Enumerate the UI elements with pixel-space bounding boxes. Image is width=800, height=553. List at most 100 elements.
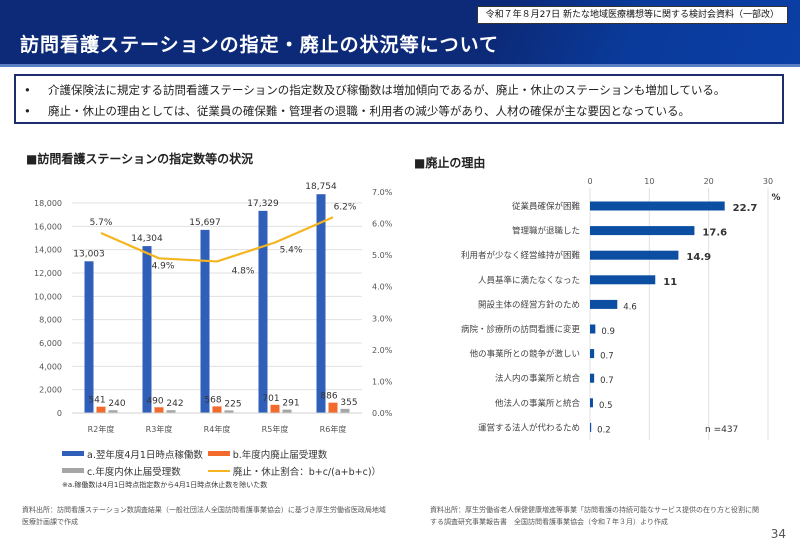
bar-b xyxy=(154,407,164,413)
reason-bar xyxy=(590,201,725,211)
data-label-b: 701 xyxy=(262,394,279,404)
ratio-label: 5.7% xyxy=(90,218,113,228)
reason-bar xyxy=(590,398,593,408)
data-label-b: 490 xyxy=(146,396,163,406)
category-label: 他法人の事業所と統合 xyxy=(495,398,581,409)
value-label: 0.7 xyxy=(600,352,614,362)
bullet-icon: • xyxy=(24,83,31,97)
x-tick-label: R6年度 xyxy=(320,424,347,434)
data-label-a: 17,329 xyxy=(247,199,279,209)
y2-tick-label: 5.0% xyxy=(372,251,393,260)
station-count-chart: 0 2,000 4,000 6,000 8,000 10,000 12,000 14,000 1… xyxy=(34,182,393,434)
y-tick-label: 10,000 xyxy=(34,292,62,301)
value-label: 4.6 xyxy=(623,302,637,312)
header-banner: 令和７年８月27日 新たな地域医療構想等に関する検討会資料（一部改） 訪問看護ス… xyxy=(0,0,800,64)
left-chart-legend: a.翌年度4月1日時点稼働数 b.年度内廃止届受理数 c.年度内休止届受理数 廃… xyxy=(62,445,402,490)
y2-tick-label: 2.0% xyxy=(372,346,393,355)
bar-c xyxy=(224,410,234,413)
left-footnote-line: 医療計画課で作成 xyxy=(22,518,78,526)
left-footnote: 資料出所：訪問看護ステーション数調査結果（一般社団法人全国訪問看護事業協会）に基… xyxy=(22,504,386,528)
y-tick-label: 0 xyxy=(57,409,62,418)
reason-bar xyxy=(590,373,595,383)
summary-item: • 廃止・休止の理由としては、従業員の確保難・管理者の退職・利用者の減少等があり… xyxy=(24,101,782,122)
y2-tick-label: 6.0% xyxy=(372,220,393,229)
bar-b xyxy=(270,404,280,413)
category-label: 開設主体の経営方針のため xyxy=(478,299,580,310)
data-label-c: 291 xyxy=(282,399,299,409)
legend-item-c: c.年度内休止届受理数 xyxy=(62,464,208,478)
data-label-c: 242 xyxy=(166,399,183,409)
closure-reasons-chart: 0 10 20 30% 従業員確保が困難 22.7 管理職が退職した 17.6 利用者が少なく経… xyxy=(461,177,781,440)
category-label: 運営する法人が代わるため xyxy=(478,422,580,433)
value-label: 0.7 xyxy=(600,376,614,386)
legend-item-a: a.翌年度4月1日時点稼働数 xyxy=(62,447,208,461)
value-label: 14.9 xyxy=(686,252,711,263)
source-tag: 令和７年８月27日 新たな地域医療構想等に関する検討会資料（一部改） xyxy=(476,6,788,24)
legend-item-b: b.年度内廃止届受理数 xyxy=(207,447,402,461)
x-tick-label: 30 xyxy=(763,177,773,186)
legend-item-ratio: 廃止・休止割合：b+c/(a+b+c)） xyxy=(207,464,402,478)
bar-b xyxy=(328,402,338,413)
data-label-c: 355 xyxy=(340,398,357,408)
x-tick-label: 20 xyxy=(704,177,714,186)
x-unit-label: % xyxy=(771,193,780,203)
data-label-b: 568 xyxy=(204,395,221,405)
y-tick-label: 6,000 xyxy=(39,339,62,348)
x-tick-label: 10 xyxy=(644,177,654,186)
y2-tick-label: 7.0% xyxy=(372,188,393,197)
bar-a xyxy=(84,261,94,413)
value-label: 22.7 xyxy=(733,203,758,214)
bar-a xyxy=(258,210,268,413)
category-label: 利用者が少なく経営維持が困難 xyxy=(461,250,581,261)
y2-tick-label: 0.0% xyxy=(372,409,393,418)
reason-bar xyxy=(590,226,695,236)
bar-c xyxy=(282,409,292,413)
x-tick-label: R5年度 xyxy=(262,424,289,434)
y-tick-label: 18,000 xyxy=(34,199,62,208)
y-tick-label: 8,000 xyxy=(39,316,62,325)
reason-bar xyxy=(590,250,679,260)
legend-label-a: a.翌年度4月1日時点稼働数 xyxy=(87,449,203,461)
category-label: 法人内の事業所と統合 xyxy=(495,373,581,384)
bar-c xyxy=(340,408,350,413)
bar-b xyxy=(212,406,222,413)
bar-a xyxy=(316,194,326,413)
bullet-icon: • xyxy=(24,104,31,118)
page-number: 34 xyxy=(770,527,786,541)
left-footnote-line: 資料出所：訪問看護ステーション数調査結果（一般社団法人全国訪問看護事業協会）に基… xyxy=(22,506,386,514)
category-label: 従業員確保が困難 xyxy=(512,201,581,212)
legend-note: ※a.稼働数は4月1日時点指定数から4月1日時点休止数を除いた数 xyxy=(62,481,268,489)
bar-c xyxy=(108,410,118,413)
data-label-b: 541 xyxy=(88,396,105,406)
y-tick-label: 14,000 xyxy=(34,246,62,255)
y-tick-label: 16,000 xyxy=(34,222,62,231)
n-label: n =437 xyxy=(705,425,738,435)
summary-text: 廃止・休止の理由としては、従業員の確保難・管理者の退職・利用者の減少等があり、人… xyxy=(48,104,691,118)
left-chart-title: ■訪問看護ステーションの指定数等の状況 xyxy=(26,152,254,166)
data-label-a: 14,304 xyxy=(131,234,163,244)
value-label: 0.5 xyxy=(599,401,613,411)
value-label: 17.6 xyxy=(702,228,727,239)
data-label-a: 15,697 xyxy=(189,218,221,228)
reason-bar xyxy=(590,299,618,309)
summary-text: 介護保険法に規定する訪問看護ステーションの指定数及び稼働数は増加傾向であるが、廃… xyxy=(48,83,726,97)
legend-swatch-c xyxy=(62,468,84,473)
category-label: 管理職が退職した xyxy=(512,226,580,237)
data-label-c: 240 xyxy=(108,399,125,409)
y2-tick-label: 3.0% xyxy=(372,314,393,323)
legend-label-c: c.年度内休止届受理数 xyxy=(87,466,181,478)
category-label: 人員基準に満たなくなった xyxy=(478,275,580,286)
page-title: 訪問看護ステーションの指定・廃止の状況等について xyxy=(20,34,500,56)
reason-bar xyxy=(590,324,596,334)
summary-box: • 介護保険法に規定する訪問看護ステーションの指定数及び稼働数は増加傾向であるが… xyxy=(14,74,784,124)
ratio-label: 5.4% xyxy=(280,246,303,256)
data-label-b: 886 xyxy=(320,392,337,402)
reason-bar xyxy=(590,275,656,285)
header-divider xyxy=(0,64,800,67)
legend-label-ratio: 廃止・休止割合：b+c/(a+b+c)） xyxy=(232,466,382,478)
data-label-a: 18,754 xyxy=(305,182,337,192)
bar-c xyxy=(166,410,176,413)
ratio-label: 4.8% xyxy=(232,266,255,276)
legend-swatch-ratio xyxy=(207,469,230,472)
value-label: 11 xyxy=(663,277,677,288)
